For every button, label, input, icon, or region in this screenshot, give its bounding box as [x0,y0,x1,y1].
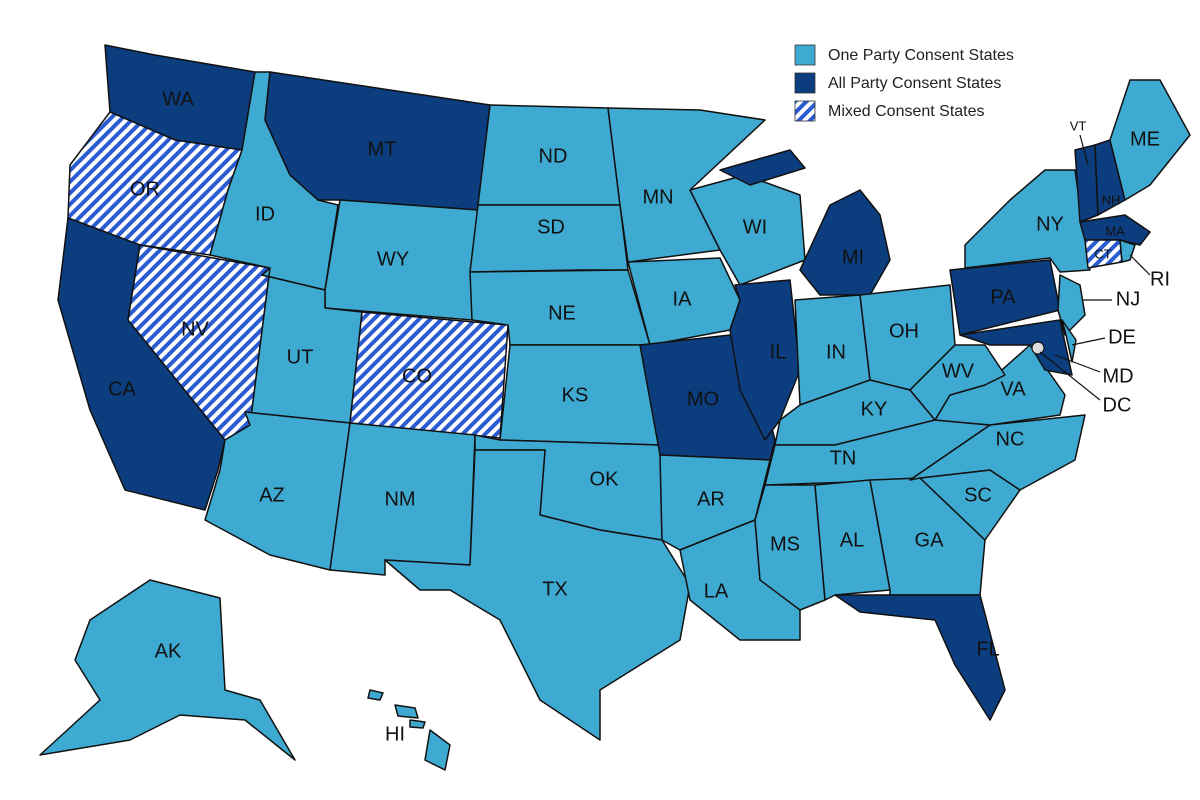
state-shape [909,344,1006,421]
state-label: CA [108,378,136,400]
state-shape [1109,79,1191,201]
state-label: MI [842,246,864,268]
state-label: DC [1103,394,1132,416]
state-shape [1074,144,1099,223]
state-label: ND [539,145,568,167]
state-label: VT [1070,118,1087,133]
state-label: GA [915,529,945,551]
state-label: NH [1102,192,1121,207]
state-label: IN [826,341,846,363]
state-label: ME [1130,128,1160,150]
state-label: UT [287,346,314,368]
state-label: WY [377,248,409,270]
legend-swatch [794,72,816,94]
state-label: KY [861,398,888,420]
legend-label: All Party Consent States [828,75,1001,92]
state-label: NV [181,318,209,340]
leader-lines [1039,134,1151,401]
state-label: VA [1000,378,1026,400]
state-shape [964,169,1091,273]
state-shape [799,189,891,296]
state-label: CT [1094,246,1111,261]
state-shape [1119,239,1136,263]
legend-label: One Party Consent States [828,47,1014,64]
state-label: MD [1102,365,1133,387]
state-label: PA [990,286,1016,308]
state-label: HI [385,723,405,745]
state-label: OK [590,468,620,490]
state-shape [469,204,629,273]
state-shape [959,319,1073,376]
state-shape [1057,274,1086,336]
state-label: TX [542,578,568,600]
state-label: SC [964,484,992,506]
state-label: AZ [259,484,285,506]
state-label: AR [697,488,725,510]
legend-swatch [794,100,816,122]
legend-label: Mixed Consent States [828,103,985,120]
state-label: IL [770,341,787,363]
state-label: WA [162,88,194,110]
state-label: MA [1105,223,1125,238]
state-shape [834,594,1006,721]
state-label: WI [743,216,767,238]
dc-dot [1031,341,1045,355]
state-label: RI [1150,268,1170,290]
state-label: DE [1108,326,1136,348]
state-label: NC [996,428,1025,450]
state-shape [409,719,426,729]
state-label: CO [402,365,432,387]
state-label: NY [1036,213,1064,235]
state-label: WV [942,360,975,382]
state-shape [367,689,384,701]
state-shape [384,449,691,741]
state-label: MN [642,186,673,208]
state-label: OR [130,178,160,200]
state-label: OH [889,320,919,342]
state-label: NJ [1116,288,1140,310]
state-label: LA [704,580,729,602]
state-label: FL [976,638,999,660]
state-label: MS [770,533,800,555]
state-label: NM [384,488,415,510]
state-shape [719,149,806,186]
state-label: SD [537,216,565,238]
state-label: KS [562,384,589,406]
state-shape [424,729,451,771]
state-shape [39,579,296,761]
state-label: AL [840,529,864,551]
legend-swatch [794,44,816,66]
legend: One Party Consent States All Party Consen… [794,44,1014,122]
state-label: NE [548,302,576,324]
state-label: MT [368,138,397,160]
state-label: TN [830,447,857,469]
state-shape [394,704,419,719]
state-shape [814,479,891,601]
state-shape [324,199,479,321]
state-shape [729,279,801,441]
state-label: IA [673,288,693,310]
state-label: ID [255,203,275,225]
state-label: MO [687,388,719,410]
state-label: AK [155,640,182,662]
